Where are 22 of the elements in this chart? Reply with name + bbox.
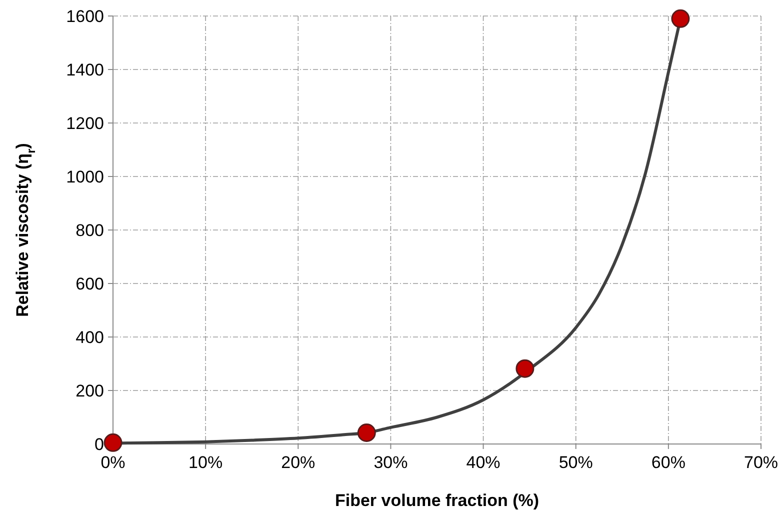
x-tick-label: 30% (374, 453, 408, 472)
y-tick-label: 800 (76, 221, 104, 240)
x-tick-label: 10% (188, 453, 223, 472)
y-tick-label: 1600 (66, 7, 104, 26)
y-tick-label: 1400 (66, 60, 104, 80)
x-tick-label: 0% (100, 453, 126, 472)
point (516, 359, 534, 378)
x-tick-label: 40% (466, 453, 500, 472)
y-tick-label: 200 (76, 382, 104, 400)
y-tick-label: 1000 (66, 168, 104, 186)
point (671, 9, 690, 28)
y-tick-label: 1200 (66, 114, 104, 133)
point (357, 424, 376, 442)
x-tick-label: 20% (281, 453, 316, 472)
x-axis-title: Fiber volume fraction (%) (334, 491, 540, 510)
y-tick-label: 0 (94, 435, 104, 454)
x-tick-label: 70% (744, 453, 778, 472)
y-tick-label: 400 (76, 328, 104, 347)
point (104, 433, 122, 452)
y-tick-label: 600 (76, 274, 104, 294)
x-tick-label: 50% (558, 453, 593, 472)
x-tick-label: 60% (651, 453, 686, 472)
